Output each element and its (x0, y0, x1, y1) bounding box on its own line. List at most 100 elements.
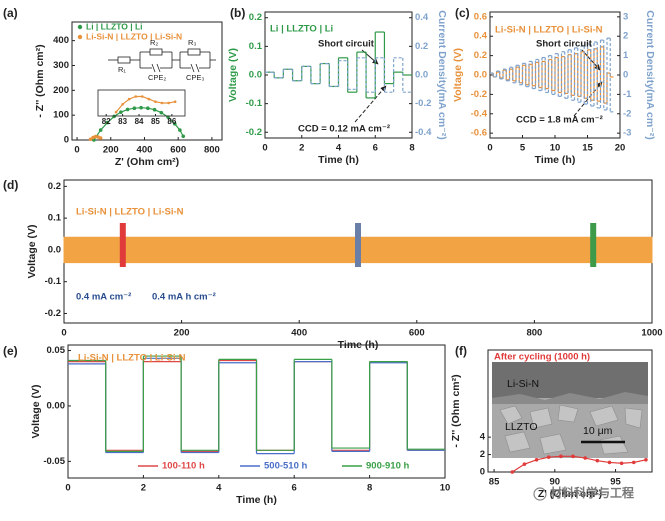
y-axis-label: Voltage (V) (26, 224, 38, 278)
x-axis-label: Time (h) (236, 494, 277, 506)
circuit-label: R₁ (118, 65, 126, 74)
data-point (105, 120, 110, 125)
data-point (146, 106, 150, 111)
y-tick-label: 0.1 (48, 213, 62, 224)
inset-x-tick-label: 85 (151, 117, 160, 126)
image-label: Li-Si-N (507, 378, 539, 390)
x-tick-label: 200 (103, 145, 119, 156)
x-tick-label: 8 (409, 143, 414, 154)
x-tick-label: 6 (292, 483, 297, 494)
x-tick-label: 800 (204, 145, 220, 156)
data-point (583, 456, 587, 460)
annotation: Short circuit (318, 39, 375, 50)
y2-tick-label: -2 (623, 108, 631, 119)
data-point (173, 122, 177, 126)
circuit-label: CPE₃ (186, 73, 204, 82)
data-point (178, 128, 182, 132)
panel-caption: Li-Si-N | LLZTO | Li-Si-N (78, 353, 186, 364)
panel-caption: Li-Si-N | LLZTO | Li-Si-N (495, 25, 603, 36)
y2-tick-label: -0.2 (415, 98, 431, 109)
data-point (119, 110, 123, 114)
y2-axis-label: Current Density(mA cm⁻²) (644, 10, 656, 139)
y2-tick-label: 0.4 (415, 12, 429, 23)
legend-label: 100-110 h (162, 461, 205, 472)
panel-label: (b) (230, 6, 245, 20)
y-tick-label: 0.0 (474, 70, 487, 81)
data-point (595, 458, 600, 463)
y-tick-label: 0.2 (48, 181, 61, 192)
x-tick-label: 600 (170, 145, 186, 156)
y2-tick-label: -1 (623, 89, 632, 100)
panel-caption: Li-Si-N | LLZTO | Li-Si-N (76, 207, 184, 218)
data-point (139, 105, 143, 110)
y-tick-label: 0.0 (249, 70, 262, 81)
y-tick-label: 0 (64, 135, 69, 146)
data-point (114, 110, 118, 114)
y-axis-label: - Z'' (Ohm cm²) (34, 44, 46, 117)
data-point (607, 460, 612, 465)
x-tick-label: 20 (615, 143, 626, 154)
x-axis-label: Time (h) (535, 154, 576, 166)
watermark: 材料科学与工程 (549, 485, 634, 500)
data-point (127, 97, 131, 101)
panel-label: (f) (455, 344, 467, 358)
data-point (510, 470, 515, 474)
x-tick-label: 800 (526, 328, 542, 339)
x-tick-label: 10 (550, 143, 561, 154)
y-tick-label: 0.2 (474, 50, 487, 61)
panel-label: (d) (3, 178, 18, 192)
y2-axis-label: Current Density(mA cm⁻²) (436, 10, 448, 139)
y-tick-label: 0.2 (249, 12, 262, 23)
circuit-label: R₃ (188, 38, 196, 47)
y-tick-label: 0.6 (474, 11, 487, 22)
y2-tick-label: 1 (623, 50, 629, 61)
data-point (181, 134, 186, 139)
x-tick-label: 85 (489, 477, 500, 488)
watermark-icon (533, 487, 547, 501)
y2-tick-label: 2 (623, 31, 628, 42)
data-point (154, 100, 157, 103)
data-point (534, 458, 539, 462)
data-point (98, 128, 103, 132)
x-tick-label: 2 (299, 143, 304, 154)
data-point (546, 455, 551, 459)
y-tick-label: 0.00 (47, 400, 66, 411)
inset-frame (97, 89, 186, 117)
x-tick-label: 4 (336, 143, 342, 154)
panel-label: (c) (455, 6, 470, 20)
y-tick-label: 2 (480, 449, 485, 460)
panel-label: (a) (3, 6, 18, 20)
x-tick-label: 5 (520, 143, 526, 154)
y-axis-label: Voltage (V) (227, 48, 239, 102)
y-tick-label: 0.0 (48, 244, 61, 255)
x-tick-label: 200 (174, 328, 190, 339)
inset-x-tick-label: 82 (102, 117, 111, 126)
data-point (167, 101, 170, 105)
x-tick-label: 0 (262, 143, 267, 154)
data-point (134, 95, 138, 98)
data-point (152, 107, 157, 112)
x-tick-label: 6 (373, 143, 378, 154)
data-point (147, 97, 151, 101)
x-tick-label: 600 (409, 328, 425, 339)
time-highlight (590, 223, 597, 267)
x-tick-label: 15 (582, 143, 593, 154)
annotation: 0.4 mA cm⁻² (76, 292, 131, 303)
legend-label: Li-Si-N | LLZTO | Li-Si-N (86, 31, 182, 41)
legend-marker (77, 34, 83, 40)
data-point (132, 106, 137, 111)
time-highlight (355, 223, 361, 267)
inset-x-tick-label: 84 (135, 117, 144, 126)
y-tick-label: -0.05 (43, 456, 65, 467)
panel-caption: After cycling (1000 h) (494, 352, 590, 363)
x-axis-label: Time (h) (318, 154, 359, 166)
y-tick-label: 0.1 (249, 41, 263, 52)
data-point (644, 458, 648, 462)
annotation: CCD = 1.8 mA cm⁻² (516, 115, 603, 126)
data-point (173, 100, 177, 103)
y-tick-label: 300 (53, 60, 69, 71)
data-point (98, 136, 103, 140)
data-point (619, 461, 624, 466)
data-point (125, 107, 130, 112)
